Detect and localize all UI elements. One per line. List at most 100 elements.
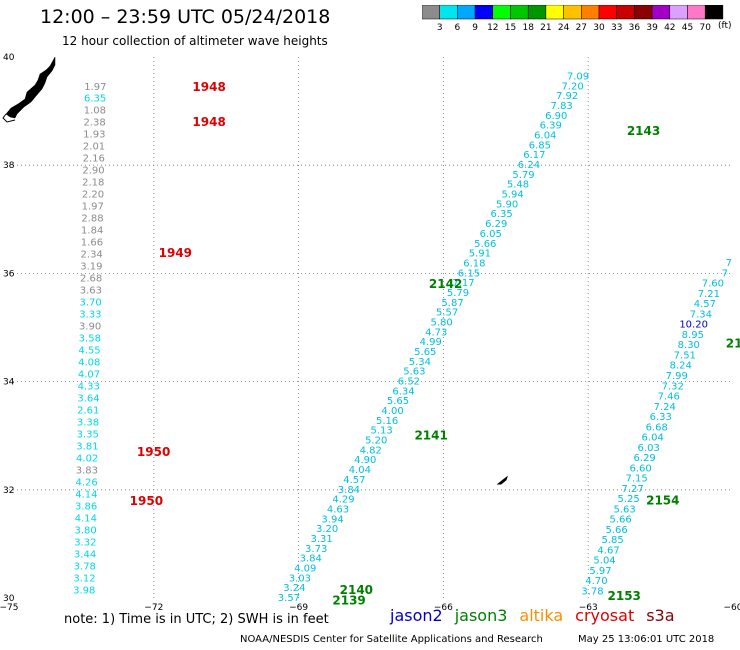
wave-height-value: 2.16: [83, 154, 105, 165]
wave-height-value: 3.35: [77, 430, 99, 441]
longitude-tick-label: −75: [0, 603, 19, 610]
wave-height-value: 3.20: [316, 524, 338, 535]
wave-height-value: 3.83: [76, 466, 98, 477]
wave-height-value: 3.81: [76, 442, 98, 453]
footnote: note: 1) Time is in UTC; 2) SWH is in fe…: [64, 612, 329, 627]
wave-height-value: 3.84: [300, 554, 322, 565]
track-2139: 7.097.207.927.836.906.396.046.856.176.24…: [278, 71, 589, 604]
wave-height-value: 4.02: [76, 454, 98, 465]
wave-height-value: 5.97: [589, 566, 611, 577]
pass-number-label: 1948: [192, 80, 225, 94]
pass-number-label: 2143: [627, 124, 660, 138]
wave-height-value: 4.04: [349, 465, 371, 476]
wave-height-value: 2.18: [82, 178, 104, 189]
wave-height-value: 3.64: [77, 394, 99, 405]
pass-number-label: 2141: [414, 429, 447, 443]
satellite-legend: jason2 jason3 altika cryosat s3a: [390, 606, 687, 625]
pass-labels: 1948 1948 1949 1950 1950 2143 2142 2141 21402139…: [130, 80, 740, 608]
pass-number-label: 1948: [192, 115, 225, 129]
wave-height-value: 4.99: [420, 337, 442, 348]
coastline-tail: [2, 113, 16, 123]
color-scale-bar: 3 6 9 12 15 18 21 24 27 30 33 36 39 42 45 70: [422, 5, 724, 33]
color-scale-label: 24: [558, 23, 570, 33]
wave-height-value: 4.09: [294, 563, 316, 574]
wave-height-value: 6.05: [480, 229, 502, 240]
wave-height-value: 4.82: [360, 445, 382, 456]
wave-height-value: 4.63: [327, 504, 349, 515]
color-scale-label: 30: [593, 23, 605, 33]
wave-height-value: 7.92: [556, 91, 578, 102]
wave-height-value: 4.26: [76, 477, 98, 488]
legend-jason2: jason2: [390, 606, 443, 625]
wave-height-value: 5.20: [365, 436, 387, 447]
wave-height-value: 5.87: [441, 298, 463, 309]
wave-height-value: 6.24: [518, 160, 540, 171]
wave-height-value: 3.73: [305, 544, 327, 555]
track-east: 777.607.214.577.3410.208.958.307.518.247…: [581, 258, 732, 597]
coastline-north: [5, 56, 56, 119]
color-scale-units: (ft): [718, 21, 732, 31]
pass-number-label: 2140: [340, 583, 373, 597]
wave-height-value: 3.80: [74, 525, 96, 536]
wave-height-value: 3.12: [73, 573, 95, 584]
wave-height-value: 6.29: [485, 219, 507, 230]
wave-height-value: 1.97: [82, 202, 104, 213]
wave-height-value: 2.38: [83, 118, 105, 129]
wave-height-value: 10.20: [679, 320, 708, 331]
wave-height-value: 5.63: [613, 504, 635, 515]
wave-height-value: 6.29: [634, 453, 656, 464]
wave-height-value: 6.04: [534, 131, 556, 142]
wave-height-value: 5.65: [387, 396, 409, 407]
wave-height-value: 7.24: [654, 402, 676, 413]
pass-number-label: 2142: [429, 277, 462, 291]
wave-height-value: 3.32: [74, 537, 96, 548]
wave-height-value: 1.66: [81, 238, 103, 249]
wave-height-value: 3.33: [79, 310, 101, 321]
wave-height-value: 3.63: [80, 286, 102, 297]
pass-number-label: 21: [726, 337, 740, 351]
generation-timestamp: May 25 13:06:01 UTC 2018: [578, 634, 715, 645]
wave-height-value: 6.35: [491, 209, 513, 220]
longitude-tick-label: −66: [434, 603, 453, 610]
pass-number-label: 1949: [159, 246, 192, 260]
wave-height-value: 5.65: [414, 347, 436, 358]
wave-height-value: 1.93: [83, 130, 105, 141]
wave-height-value: 7.21: [698, 289, 720, 300]
chart-title: 12:00 – 23:59 UTC 05/24/2018: [40, 6, 331, 28]
wave-height-value: 7.60: [702, 279, 724, 290]
wave-height-value: 3.78: [581, 587, 603, 598]
latitude-tick-label: 34: [3, 378, 15, 388]
wave-height-value: 4.57: [694, 299, 716, 310]
color-scale-label: 70: [699, 23, 711, 33]
coastline: [2, 56, 508, 485]
legend-jason3: jason3: [454, 606, 508, 625]
wave-height-value: 3.90: [79, 322, 101, 333]
color-scale-label: 15: [505, 23, 516, 33]
latitude-tick-label: 38: [3, 161, 15, 171]
latitude-tick-label: 40: [3, 53, 15, 63]
wave-height-value: 4.73: [425, 327, 447, 338]
pass-number-label: 2139: [332, 594, 365, 608]
legend-s3a: s3a: [646, 606, 675, 625]
wave-height-value: 3.03: [289, 573, 311, 584]
wave-height-value: 6.03: [638, 443, 660, 454]
color-scale-label: 27: [576, 23, 587, 33]
wave-height-value: 5.85: [601, 535, 623, 546]
wave-height-value: 6.52: [398, 377, 420, 388]
color-scale-label: 18: [522, 23, 534, 33]
legend-cryosat: cryosat: [575, 606, 635, 625]
wave-height-value: 7.46: [658, 392, 680, 403]
pass-number-label: 2153: [608, 589, 641, 603]
wave-height-value: 4.67: [597, 545, 619, 556]
wave-height-value: 7.20: [561, 81, 583, 92]
color-scale-label: 12: [487, 23, 498, 33]
wave-height-value: 4.55: [78, 346, 100, 357]
wave-height-value: 6.18: [463, 258, 485, 269]
wave-height-value: 3.84: [338, 485, 360, 496]
wave-height-value: 6.60: [630, 463, 652, 474]
altimeter-tracks: 1.976.351.082.381.932.012.162.902.182.20…: [73, 71, 732, 604]
wave-height-value: 1.08: [84, 106, 106, 117]
wave-height-value: 7.09: [567, 71, 589, 82]
pass-number-label: 1950: [137, 445, 170, 459]
